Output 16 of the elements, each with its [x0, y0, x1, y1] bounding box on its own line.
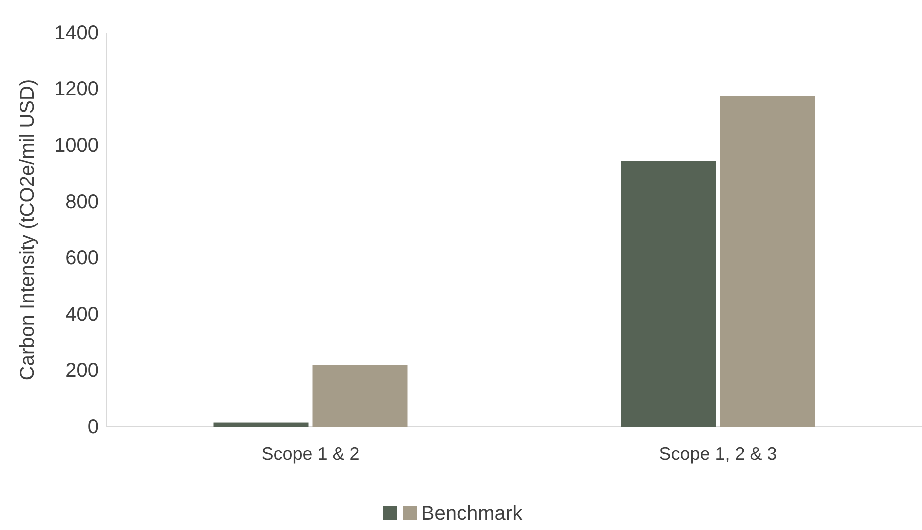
y-tick-label: 400 — [66, 304, 99, 326]
y-tick-label: 800 — [66, 191, 99, 214]
bar — [214, 422, 309, 427]
y-tick-label: 1200 — [54, 78, 99, 101]
y-tick-label: 600 — [66, 248, 99, 270]
y-tick-label: 200 — [66, 360, 99, 382]
bar — [720, 96, 816, 427]
x-tick-label: Scope 1 & 2 — [262, 444, 360, 464]
bar — [312, 365, 408, 427]
x-tick-label: Scope 1, 2 & 3 — [659, 444, 778, 464]
y-tick-label: 0 — [88, 416, 99, 438]
y-tick-label: 1400 — [54, 22, 99, 44]
y-axis-title: Carbon Intensity (tCO2e/mil USD) — [17, 79, 39, 381]
bar — [621, 161, 716, 427]
legend-label: Benchmark — [421, 503, 524, 525]
y-tick-label: 1000 — [54, 134, 99, 157]
